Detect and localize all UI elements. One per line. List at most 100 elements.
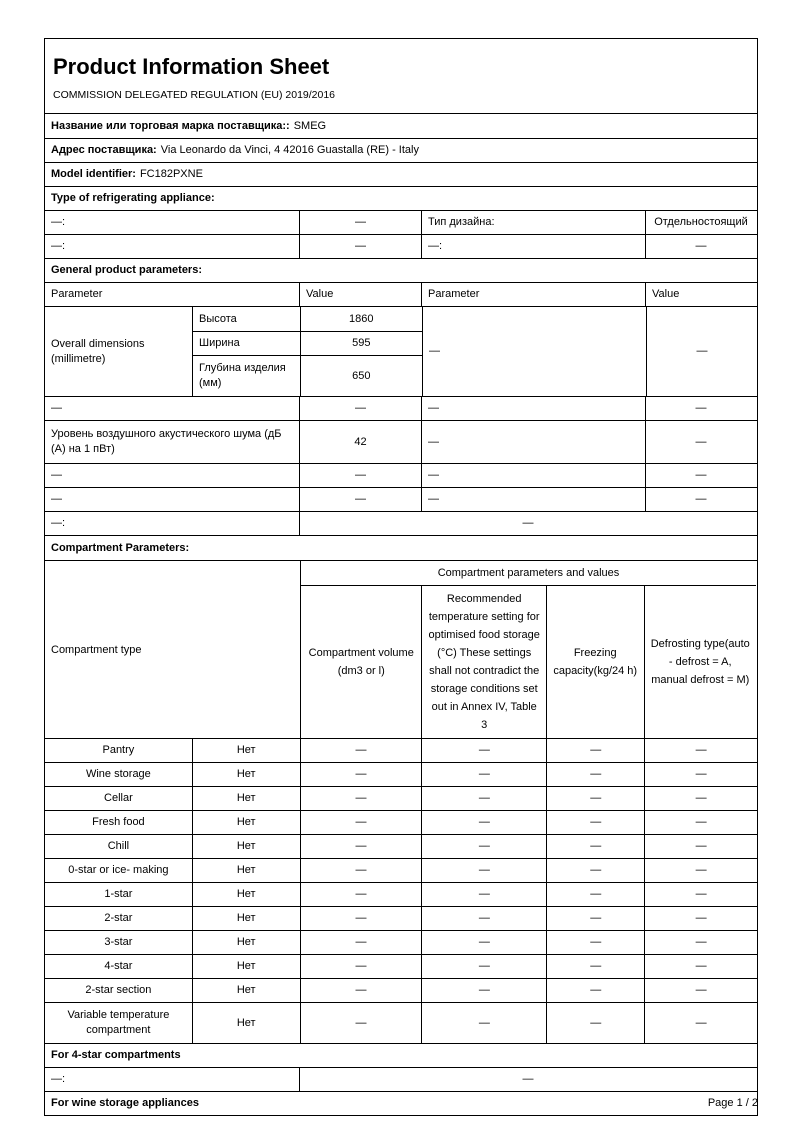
model-identifier-row: Model identifier: FC182PXNE [45,163,757,187]
width-value: 595 [352,337,371,350]
compartment-present-cell: Нет [193,931,301,954]
width-subrow: Ширина 595 [193,332,422,356]
compartment-type-cell: Wine storage [45,763,193,786]
param-label-cell: —: [45,512,300,535]
compartment-present-cell: Нет [193,907,301,930]
height-label: Высота [193,307,301,331]
compartment-freezing-cell: — [547,931,646,954]
param-label-cell: — [45,488,300,511]
compartment-freezing-cell: — [547,787,646,810]
compartment-volume-cell: — [301,955,423,978]
param-label-cell: —: [422,235,646,258]
compartment-temp-cell: — [422,931,548,954]
appliance-type-row-1: —: — Тип дизайна: Отдельностоящий [45,211,757,235]
compartment-type-cell: Fresh food [45,811,193,834]
compartment-temp-cell: — [422,859,548,882]
regulation-subtitle: COMMISSION DELEGATED REGULATION (EU) 201… [53,88,336,101]
compartment-present-cell: Нет [193,835,301,858]
general-parameter-row: — — — — [45,464,757,488]
compartment-subheaders: Compartment volume (dm3 or l) Recommende… [301,586,756,738]
depth-value: 650 [352,369,371,382]
compartment-defrost-cell: — [695,912,707,925]
title-row: Product Information Sheet COMMISSION DEL… [45,39,757,114]
compartment-freezing-cell: — [547,1003,646,1043]
param-label-cell: — [45,397,300,420]
compartment-type-cell: Cellar [45,787,193,810]
compartment-present-cell: Нет [193,763,301,786]
supplier-name-cell: Название или торговая марка поставщика::… [45,114,757,138]
overall-dimensions-row: Overall dimensions (millimetre) Высота 1… [45,307,757,397]
column-header-volume: Compartment volume (dm3 or l) [301,586,423,738]
compartment-present-cell: Нет [193,955,301,978]
general-parameters-section-title: General product parameters: [51,264,202,277]
compartment-defrost-cell: — [695,864,707,877]
compartment-present-cell: Нет [193,1003,301,1043]
param-value-cell: — [300,488,422,511]
compartment-row-pantry: Pantry Нет — — — — [45,739,757,763]
model-identifier-label: Model identifier: [51,168,136,181]
compartment-present-cell: Нет [193,811,301,834]
compartment-freezing-cell: — [547,979,646,1002]
column-header-value-2: Value [652,288,680,301]
column-header-defrosting-type: Defrosting type(auto - defrost = A, manu… [650,638,750,686]
compartment-type-cell: Variable temperature compartment [45,1003,193,1043]
compartment-type-cell: 2-star section [45,979,193,1002]
compartment-defrost-cell: — [695,888,707,901]
appliance-type-section-title: Type of refrigerating appliance: [51,192,215,205]
column-header-freezing-capacity: Freezing capacity(kg/24 h) [547,586,645,738]
compartment-volume-cell: — [301,979,423,1002]
column-header-parameter-2: Parameter [422,283,646,306]
compartment-temp-cell: — [422,739,548,762]
compartment-temp-cell: — [422,811,548,834]
compartment-type-cell: Pantry [45,739,193,762]
param-label-cell: — [422,397,646,420]
compartment-row-fresh-food: Fresh food Нет — — — — [45,811,757,835]
model-identifier-value: FC182PXNE [139,168,203,181]
four-star-section-title-row: For 4-star compartments [45,1044,757,1068]
height-subrow: Высота 1860 [193,307,422,332]
compartment-freezing-cell: — [547,811,646,834]
compartment-row-2-star: 2-star Нет — — — — [45,907,757,931]
compartment-volume-cell: — [301,811,423,834]
compartment-freezing-cell: — [547,859,646,882]
compartment-row-cellar: Cellar Нет — — — — [45,787,757,811]
compartment-freezing-cell: — [547,883,646,906]
compartment-present-cell: Нет [193,787,301,810]
param-value-cell: — [695,469,707,482]
compartment-defrost-cell: — [695,1016,707,1029]
compartment-row-wine-storage: Wine storage Нет — — — — [45,763,757,787]
compartment-type-cell: 3-star [45,931,193,954]
param-value-cell: — [522,1073,534,1086]
compartment-freezing-cell: — [547,835,646,858]
general-parameter-row: — — — — [45,488,757,512]
supplier-address-value: Via Leonardo da Vinci, 4 42016 Guastalla… [160,144,419,157]
param-value-cell: — [522,517,534,530]
compartment-volume-cell: — [301,835,423,858]
compartment-temp-cell: — [422,883,548,906]
compartment-freezing-cell: — [547,763,646,786]
param-value-cell: — [300,397,422,420]
compartment-temp-cell: — [422,763,548,786]
overall-dimensions-label: Overall dimensions (millimetre) [45,307,193,396]
compartment-present-cell: Нет [193,979,301,1002]
column-header-temperature: Recommended temperature setting for opti… [422,586,547,738]
param-label-cell: — [45,464,300,487]
width-label: Ширина [193,332,301,355]
param-value-cell: — [696,345,708,358]
compartment-row-0-star: 0-star or ice- making Нет — — — — [45,859,757,883]
compartment-defrost-cell: — [695,984,707,997]
acoustic-noise-row: Уровень воздушного акустического шума (д… [45,421,757,464]
page-title: Product Information Sheet [53,53,330,79]
compartment-volume-cell: — [301,931,423,954]
compartment-defrost-cell: — [695,768,707,781]
compartment-type-cell: 2-star [45,907,193,930]
supplier-name-row: Название или торговая марка поставщика::… [45,114,757,139]
compartment-type-cell: 1-star [45,883,193,906]
compartment-volume-cell: — [301,907,423,930]
height-value: 1860 [349,312,374,325]
param-value-cell: — [695,435,707,448]
depth-label: Глубина изделия (мм) [193,356,301,396]
compartment-volume-cell: — [301,883,423,906]
supplier-name-value: SMEG [293,119,327,132]
compartment-row-chill: Chill Нет — — — — [45,835,757,859]
